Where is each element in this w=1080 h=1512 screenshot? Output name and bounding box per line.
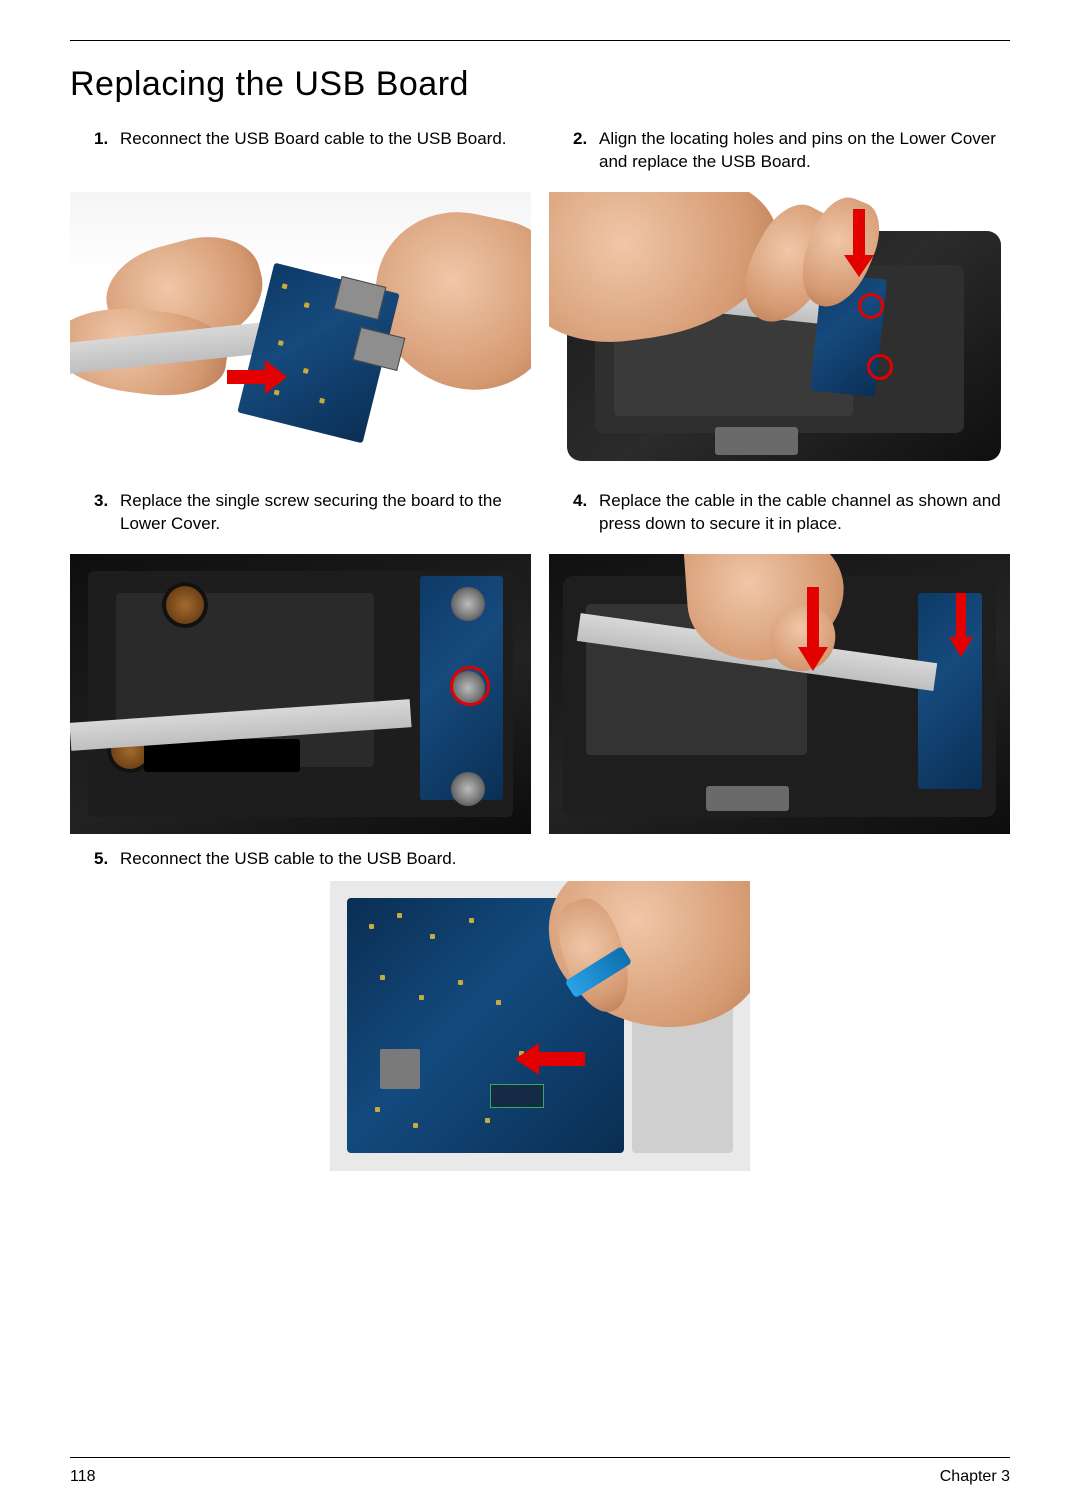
- page-number: 118: [70, 1468, 96, 1486]
- step-2-number: 2.: [573, 128, 599, 174]
- step-3-number: 3.: [94, 490, 120, 536]
- figure-3: [70, 554, 531, 834]
- manual-page: Replacing the USB Board 1. Reconnect the…: [0, 0, 1080, 1512]
- step-5-text: Reconnect the USB cable to the USB Board…: [120, 848, 1010, 871]
- figure-5: [330, 881, 750, 1171]
- circle-callout-icon: [858, 293, 884, 319]
- row-steps-1-2: 1. Reconnect the USB Board cable to the …: [70, 122, 1010, 184]
- rule-bottom: [70, 1457, 1010, 1458]
- row-figs-3-4: [70, 554, 1010, 834]
- step-4: 4. Replace the cable in the cable channe…: [573, 490, 1010, 536]
- row-figs-1-2: [70, 192, 1010, 472]
- figure-1: [70, 192, 531, 472]
- step-1-number: 1.: [94, 128, 120, 151]
- arrow-right-icon: [227, 360, 287, 396]
- rule-top: [70, 40, 1010, 41]
- step-4-number: 4.: [573, 490, 599, 536]
- step-2-text: Align the locating holes and pins on the…: [599, 128, 1010, 174]
- figure-4: [549, 554, 1010, 834]
- page-footer: 118 Chapter 3: [70, 1468, 1010, 1486]
- arrow-left-icon: [515, 1043, 585, 1075]
- step-1-text: Reconnect the USB Board cable to the USB…: [120, 128, 531, 151]
- step-1: 1. Reconnect the USB Board cable to the …: [94, 128, 531, 151]
- step-4-text: Replace the cable in the cable channel a…: [599, 490, 1010, 536]
- arrow-down-icon: [798, 587, 828, 673]
- step-3-text: Replace the single screw securing the bo…: [120, 490, 531, 536]
- step-5-number: 5.: [94, 848, 120, 871]
- arrow-down-icon: [844, 209, 874, 279]
- step-3: 3. Replace the single screw securing the…: [94, 490, 531, 536]
- chapter-label: Chapter 3: [940, 1468, 1010, 1486]
- figure-2: [549, 192, 1010, 472]
- page-title: Replacing the USB Board: [70, 65, 1010, 104]
- arrow-down-icon: [949, 593, 973, 659]
- step-2: 2. Align the locating holes and pins on …: [573, 128, 1010, 174]
- row-steps-3-4: 3. Replace the single screw securing the…: [70, 484, 1010, 546]
- step-5: 5. Reconnect the USB cable to the USB Bo…: [94, 848, 1010, 871]
- circle-callout-icon: [450, 666, 490, 706]
